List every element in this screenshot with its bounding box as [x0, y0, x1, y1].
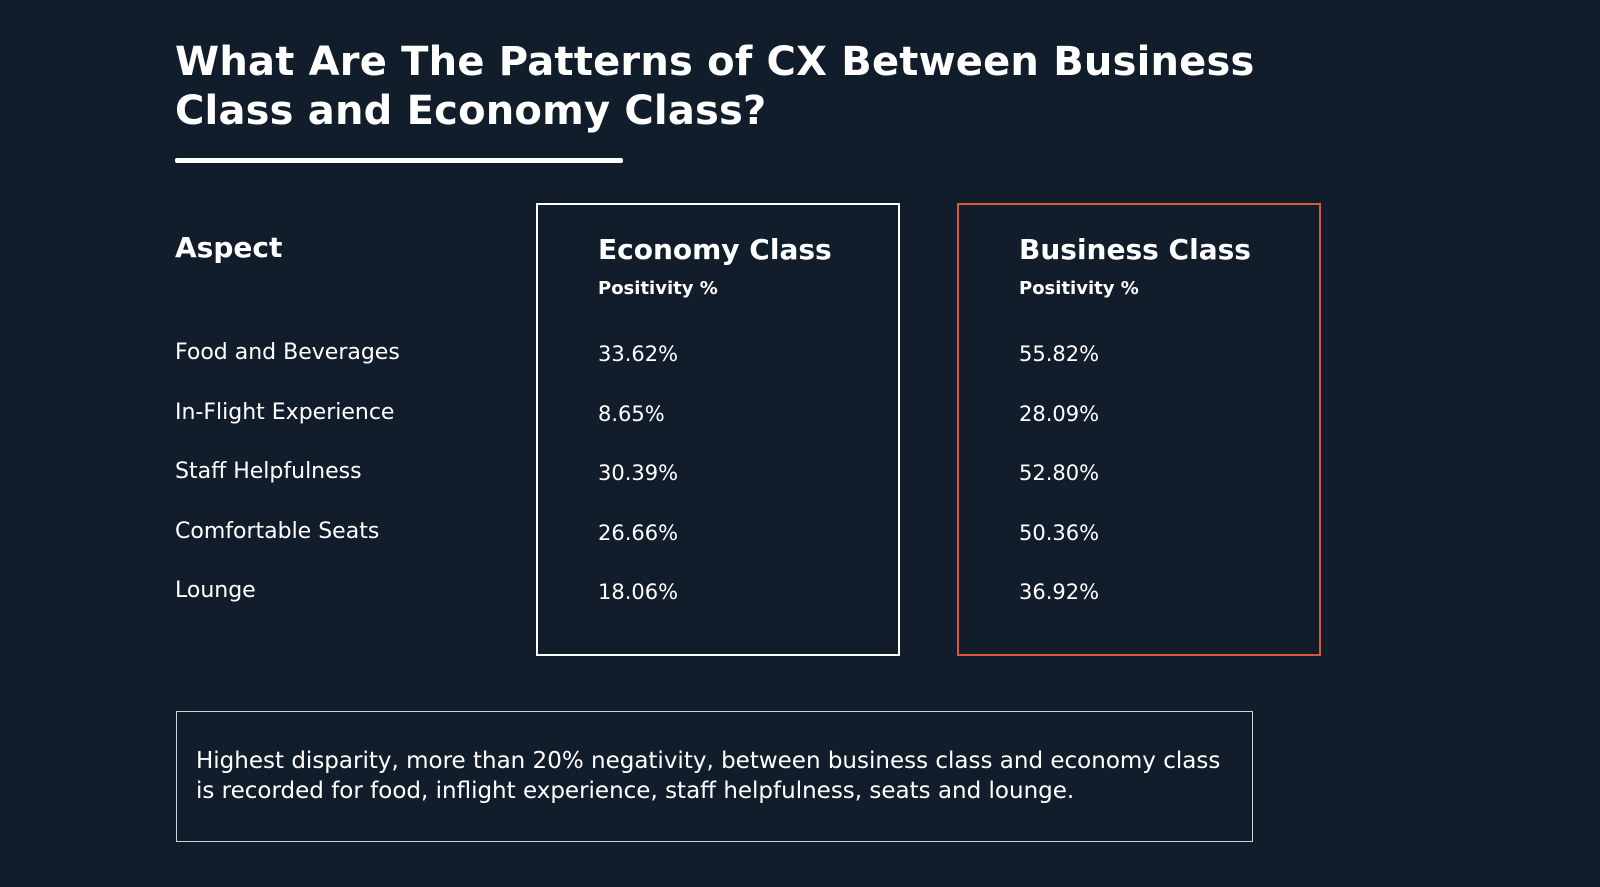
economy-value-inflight: 8.65% [598, 401, 665, 426]
business-value-inflight: 28.09% [1019, 401, 1100, 426]
economy-subheading: Positivity % [598, 278, 718, 299]
economy-value-seats: 26.66% [598, 520, 679, 545]
aspect-item-inflight: In-Flight Experience [175, 399, 395, 425]
business-value-seats: 50.36% [1019, 520, 1100, 545]
aspect-item-staff: Staff Helpfulness [175, 459, 362, 484]
business-value-lounge: 36.92% [1019, 580, 1100, 604]
economy-value-food: 33.62% [598, 342, 679, 366]
economy-class-box: Economy Class Positivity % 33.62% 8.65% … [536, 203, 900, 656]
aspect-item-seats: Comfortable Seats [175, 518, 380, 544]
page-title: What Are The Patterns of CX Between Busi… [175, 39, 1255, 134]
aspect-item-lounge: Lounge [175, 578, 256, 603]
title-underline [175, 158, 623, 163]
economy-values: 33.62% 8.65% 30.39% 26.66% 18.06% [598, 340, 678, 638]
business-subheading: Positivity % [1019, 278, 1139, 299]
business-values: 55.82% 28.09% 52.80% 50.36% 36.92% [1019, 340, 1099, 638]
business-value-food: 55.82% [1019, 342, 1100, 366]
business-value-staff: 52.80% [1019, 461, 1100, 485]
aspect-heading: Aspect [175, 231, 283, 264]
insight-note: Highest disparity, more than 20% negativ… [176, 711, 1253, 842]
economy-value-lounge: 18.06% [598, 580, 679, 604]
aspect-column: Aspect Food and Beverages In-Flight Expe… [175, 228, 515, 603]
aspect-list: Food and Beverages In-Flight Experience … [175, 338, 400, 636]
economy-heading: Economy Class [598, 233, 832, 266]
business-heading: Business Class [1019, 233, 1251, 266]
aspect-item-food: Food and Beverages [175, 340, 400, 365]
economy-value-staff: 30.39% [598, 461, 679, 485]
business-class-box: Business Class Positivity % 55.82% 28.09… [957, 203, 1321, 656]
